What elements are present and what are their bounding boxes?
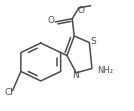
Text: N: N	[72, 71, 79, 80]
Text: S: S	[90, 38, 96, 47]
Text: O: O	[47, 16, 54, 25]
Text: Cl: Cl	[4, 88, 13, 97]
Text: O: O	[78, 6, 85, 15]
Text: NH₂: NH₂	[97, 66, 113, 75]
